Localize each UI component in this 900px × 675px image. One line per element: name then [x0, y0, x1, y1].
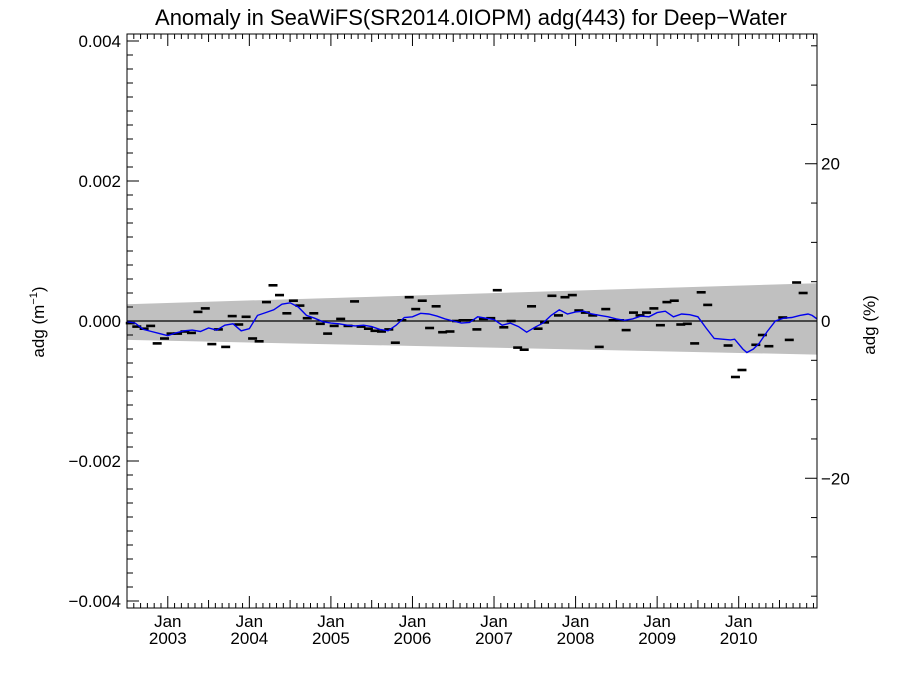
x-tick-year-label: 2006 [394, 629, 432, 648]
y-tick-label: −0.002 [69, 452, 121, 471]
x-tick-month-label: Jan [236, 612, 263, 631]
x-tick-year-label: 2003 [149, 629, 187, 648]
x-tick-month-label: Jan [154, 612, 181, 631]
y-tick-label: 0.000 [78, 312, 121, 331]
x-tick-month-label: Jan [643, 612, 670, 631]
chart-title: Anomaly in SeaWiFS(SR2014.0IOPM) adg(443… [155, 5, 787, 30]
y-axis-title-right: adg (%) [860, 295, 879, 355]
x-tick-year-label: 2004 [230, 629, 268, 648]
x-tick-month-label: Jan [399, 612, 426, 631]
x-tick-year-label: 2008 [557, 629, 595, 648]
x-tick-year-label: 2007 [475, 629, 513, 648]
y-tick-label: −0.004 [69, 592, 121, 611]
x-tick-month-label: Jan [480, 612, 507, 631]
x-tick-month-label: Jan [317, 612, 344, 631]
y-right-tick-label: 20 [821, 155, 840, 174]
monthly-anomaly-marks [125, 281, 808, 379]
uncertainty-band [127, 283, 817, 355]
y-tick-label: 0.004 [78, 32, 121, 51]
right-axis: 20 0 −20 [805, 45, 850, 597]
y-tick-label: 0.002 [78, 172, 121, 191]
y-right-tick-label: −20 [821, 469, 850, 488]
x-tick-year-label: 2010 [720, 629, 758, 648]
x-tick-month-label: Jan [725, 612, 752, 631]
y-right-tick-label: 0 [821, 312, 830, 331]
running-mean-line [126, 302, 818, 354]
y-axis-title-left: adg (m−1) [28, 286, 48, 357]
x-tick-year-label: 2009 [638, 629, 676, 648]
x-tick-year-label: 2005 [312, 629, 350, 648]
left-axis: 0.004 0.002 0.000 −0.002 −0.004 [69, 32, 139, 611]
x-tick-month-label: Jan [562, 612, 589, 631]
x-axis: Jan2003Jan2004Jan2005Jan2006Jan2007Jan20… [126, 34, 814, 648]
